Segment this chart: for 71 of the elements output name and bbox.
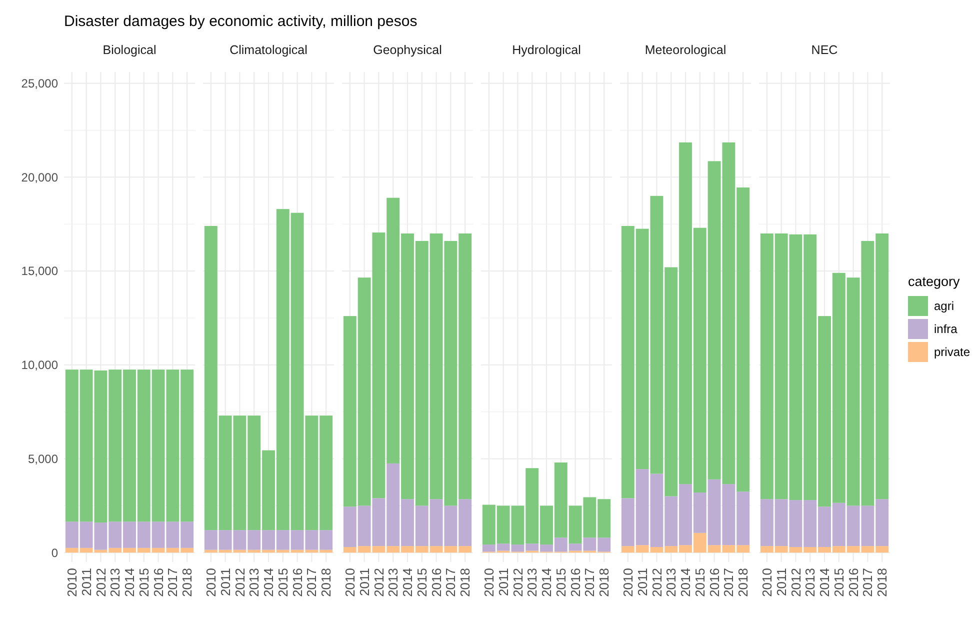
- x-tick-label: 2017: [304, 568, 320, 597]
- x-tick-label: 2016: [150, 568, 166, 597]
- chart-subtitle: Geophysical: [373, 43, 442, 57]
- x-tick-label: 2013: [802, 568, 818, 597]
- x-tick-label: 2018: [874, 568, 890, 597]
- x-tick-label: 2010: [620, 568, 636, 597]
- chart-subtitle: Climatological: [230, 43, 308, 57]
- legend-label: agri: [934, 299, 954, 314]
- x-tick-label: 2014: [678, 568, 694, 597]
- x-tick-label: 2013: [108, 568, 123, 597]
- x-tick-label: 2013: [386, 568, 401, 597]
- x-tick-label: 2015: [136, 568, 152, 597]
- x-tick-label: 2018: [318, 568, 334, 597]
- y-tick-label: 20,000: [21, 170, 58, 184]
- x-tick-label: 2013: [246, 568, 262, 597]
- x-tick-label: 2010: [203, 568, 218, 597]
- x-tick-label: 2014: [122, 568, 138, 597]
- x-tick-label: 2013: [664, 568, 679, 597]
- x-tick-label: 2012: [232, 568, 248, 597]
- x-tick-label: 2016: [568, 568, 583, 597]
- chart-subtitle: Meteorological: [644, 43, 726, 57]
- x-tick-label: 2017: [721, 568, 736, 597]
- legend-label: private: [934, 345, 970, 360]
- x-tick-label: 2017: [860, 568, 876, 597]
- x-tick-label: 2010: [759, 568, 774, 597]
- text: Disaster damages by economic activity, million pesos: [64, 13, 418, 30]
- y-tick-label: 5,000: [28, 452, 58, 466]
- x-tick-label: 2012: [371, 568, 386, 597]
- x-tick-label: 2012: [510, 568, 526, 597]
- x-tick-label: 2016: [706, 568, 722, 597]
- x-tick-label: 2016: [428, 568, 444, 597]
- chart-subtitle: Biological: [102, 43, 156, 57]
- x-tick-label: 2012: [93, 568, 108, 597]
- x-tick-label: 2015: [553, 568, 568, 597]
- x-tick-label: 2015: [831, 568, 846, 597]
- x-tick-label: 2017: [165, 568, 180, 597]
- x-tick-label: 2015: [414, 568, 430, 597]
- y-tick-label: 15,000: [21, 264, 58, 278]
- x-tick-label: 2018: [596, 568, 612, 597]
- x-tick-label: 2014: [400, 568, 416, 597]
- x-tick-label: 2011: [496, 568, 511, 596]
- legend-label: infra: [934, 322, 958, 336]
- x-tick-label: 2011: [634, 568, 650, 596]
- x-tick-label: 2018: [180, 568, 195, 597]
- x-tick-label: 2016: [846, 568, 861, 597]
- y-tick-label: 0: [51, 546, 58, 560]
- x-tick-label: 2012: [788, 568, 804, 597]
- x-tick-label: 2018: [458, 568, 473, 597]
- x-tick-label: 2011: [774, 568, 789, 596]
- x-tick-label: 2010: [64, 568, 80, 597]
- x-tick-label: 2014: [817, 568, 832, 597]
- x-tick-label: 2011: [78, 568, 94, 596]
- x-tick-label: 2010: [481, 568, 496, 597]
- x-tick-label: 2017: [582, 568, 598, 597]
- chart-subtitle: Hydrological: [512, 43, 581, 57]
- x-tick-label: 2015: [275, 568, 290, 597]
- x-tick-label: 2013: [524, 568, 540, 597]
- y-tick-label: 10,000: [21, 358, 58, 372]
- x-tick-label: 2016: [290, 568, 305, 597]
- chart-subtitle: NEC: [811, 43, 838, 57]
- x-tick-label: 2010: [342, 568, 358, 597]
- x-tick-label: 2011: [218, 568, 233, 596]
- legend-title: category: [908, 274, 960, 289]
- x-tick-label: 2017: [443, 568, 458, 597]
- x-tick-label: 2015: [692, 568, 708, 597]
- x-tick-label: 2011: [356, 568, 372, 596]
- y-tick-label: 25,000: [21, 76, 58, 90]
- x-tick-label: 2018: [736, 568, 751, 597]
- x-tick-label: 2014: [539, 568, 554, 597]
- x-tick-label: 2012: [649, 568, 664, 597]
- x-tick-label: 2014: [261, 568, 276, 597]
